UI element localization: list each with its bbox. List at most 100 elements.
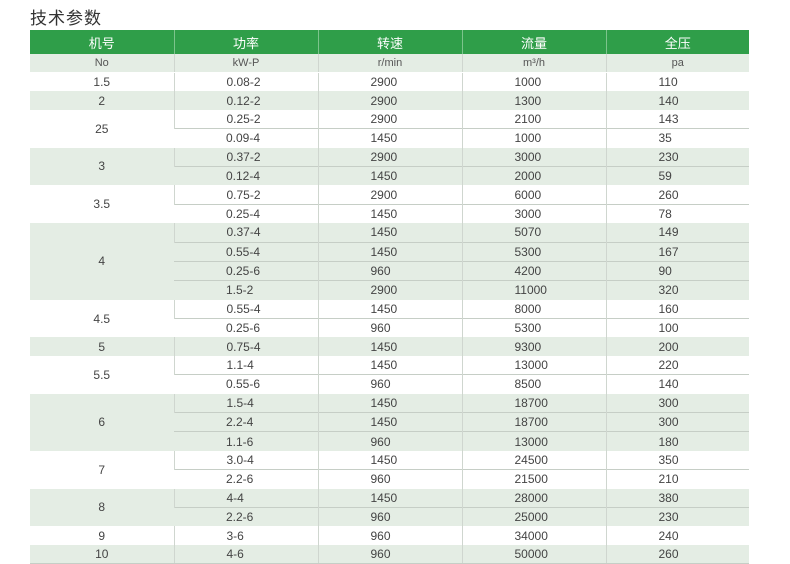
table-row: 0.55-6 960 8500 140 [30, 374, 749, 394]
table-row: 10 4-6 960 50000 260 [30, 544, 749, 564]
pressure-cell: 140 [605, 374, 749, 394]
pressure-cell-text: 230 [658, 149, 679, 164]
flow-cell: 11000 [461, 280, 606, 300]
power-cell-text: 2.2-6 [226, 472, 254, 487]
power-cell: 4-4 [173, 488, 318, 508]
unit-power: kW-P [173, 54, 318, 73]
table-row: 1.1-6 960 13000 180 [30, 431, 749, 451]
table-row: 2 0.12-2 2900 1300 140 [30, 91, 749, 110]
flow-cell-text: 9300 [514, 339, 542, 354]
speed-cell: 960 [317, 526, 462, 545]
speed-cell-text: 960 [370, 510, 391, 525]
pressure-cell-text: 240 [658, 528, 679, 543]
pressure-cell: 230 [605, 506, 749, 527]
power-cell-text: 1.5-4 [226, 395, 254, 410]
speed-cell-text: 2900 [370, 75, 398, 90]
power-cell-text: 3-6 [226, 528, 244, 543]
unit-model: No [30, 54, 174, 73]
power-cell-text: 0.25-4 [226, 206, 261, 221]
speed-cell-text: 1450 [370, 169, 398, 184]
speed-cell: 1450 [317, 203, 462, 224]
speed-cell-text: 960 [370, 546, 391, 561]
flow-cell: 2000 [461, 165, 606, 186]
power-cell: 0.25-6 [174, 260, 318, 281]
power-cell: 0.08-2 [173, 72, 318, 92]
pressure-cell-text: 380 [658, 490, 679, 505]
speed-cell: 2900 [317, 280, 462, 300]
pressure-cell-text: 300 [658, 415, 679, 430]
flow-cell: 13000 [461, 355, 606, 375]
header-pressure: 全压 [605, 30, 749, 54]
header-speed: 转速 [317, 30, 462, 54]
power-cell: 0.55-4 [174, 241, 318, 262]
speed-cell-text: 1450 [370, 339, 398, 354]
flow-cell-text: 24500 [514, 453, 548, 467]
pressure-cell-text: 140 [658, 93, 679, 108]
power-cell: 0.75-2 [173, 185, 318, 205]
pressure-cell: 149 [605, 223, 749, 243]
speed-cell-text: 2900 [370, 93, 398, 108]
speed-cell-text: 1450 [370, 490, 398, 505]
speed-cell: 1450 [317, 223, 462, 243]
pressure-cell-text: 180 [658, 434, 679, 449]
unit-flow: m³/h [461, 54, 606, 73]
pressure-cell-text: 200 [658, 339, 679, 354]
pressure-cell-text: 230 [658, 510, 679, 525]
pressure-cell: 260 [605, 185, 749, 205]
speed-cell-text: 1450 [370, 244, 398, 259]
flow-cell-text: 5300 [514, 321, 542, 336]
power-cell-text: 0.09-4 [226, 131, 261, 146]
power-cell: 0.55-4 [173, 299, 318, 319]
pressure-cell-text: 149 [658, 225, 679, 240]
pressure-cell: 180 [605, 431, 749, 451]
power-cell: 0.37-2 [173, 147, 318, 167]
power-cell: 0.25-2 [173, 109, 318, 129]
table-row: 1.5 0.08-2 2900 1000 110 [30, 72, 749, 92]
model-cell: 10 [30, 544, 174, 564]
power-cell: 1.1-4 [173, 355, 318, 375]
power-cell-text: 0.25-6 [226, 264, 261, 279]
pressure-cell-text: 90 [658, 264, 672, 279]
speed-cell-text: 2900 [370, 111, 398, 126]
speed-cell: 2900 [317, 185, 462, 205]
speed-cell: 1450 [317, 165, 462, 186]
table-row: 1.5-2 2900 11000 320 [30, 280, 749, 300]
power-cell: 2.2-4 [174, 412, 318, 432]
speed-cell-text: 960 [370, 472, 391, 487]
speed-cell: 2900 [317, 91, 462, 110]
flow-cell-text: 2000 [514, 169, 542, 184]
table-row: 9 3-6 960 34000 240 [30, 526, 749, 545]
pressure-cell: 380 [605, 488, 749, 508]
flow-cell: 50000 [461, 544, 606, 564]
pressure-cell-text: 100 [658, 321, 679, 336]
speed-cell: 1450 [317, 299, 462, 319]
power-cell-text: 1.1-6 [226, 434, 254, 449]
pressure-cell-text: 320 [658, 283, 679, 298]
power-cell: 2.2-6 [174, 506, 318, 527]
power-cell-text: 4-6 [226, 546, 244, 561]
pressure-cell: 140 [605, 91, 749, 110]
speed-cell: 1450 [317, 412, 462, 432]
power-cell: 0.37-4 [173, 223, 318, 243]
pressure-cell-text: 35 [658, 131, 672, 146]
flow-cell: 8000 [461, 299, 606, 319]
header-flow: 流量 [461, 30, 606, 54]
speed-cell: 960 [317, 506, 462, 527]
table-row: 4.5 0.55-4 1450 8000 160 [30, 299, 749, 338]
flow-cell: 24500 [461, 450, 606, 470]
speed-cell-text: 1450 [370, 358, 398, 373]
speed-cell-text: 1450 [370, 225, 398, 240]
speed-cell: 1450 [317, 393, 462, 413]
power-cell: 0.12-4 [174, 165, 318, 186]
speed-cell: 960 [317, 431, 462, 451]
flow-cell-text: 2100 [514, 111, 542, 126]
header-row: 机号 功率 转速 流量 全压 [30, 30, 749, 54]
speed-cell: 2900 [317, 72, 462, 92]
power-cell: 1.1-6 [174, 431, 318, 451]
flow-cell: 5300 [461, 241, 606, 262]
flow-cell-text: 18700 [514, 415, 548, 430]
unit-pressure: pa [605, 54, 749, 73]
model-cell: 7 [30, 450, 174, 489]
pressure-cell: 300 [605, 412, 749, 432]
speed-cell-text: 2900 [370, 283, 398, 298]
